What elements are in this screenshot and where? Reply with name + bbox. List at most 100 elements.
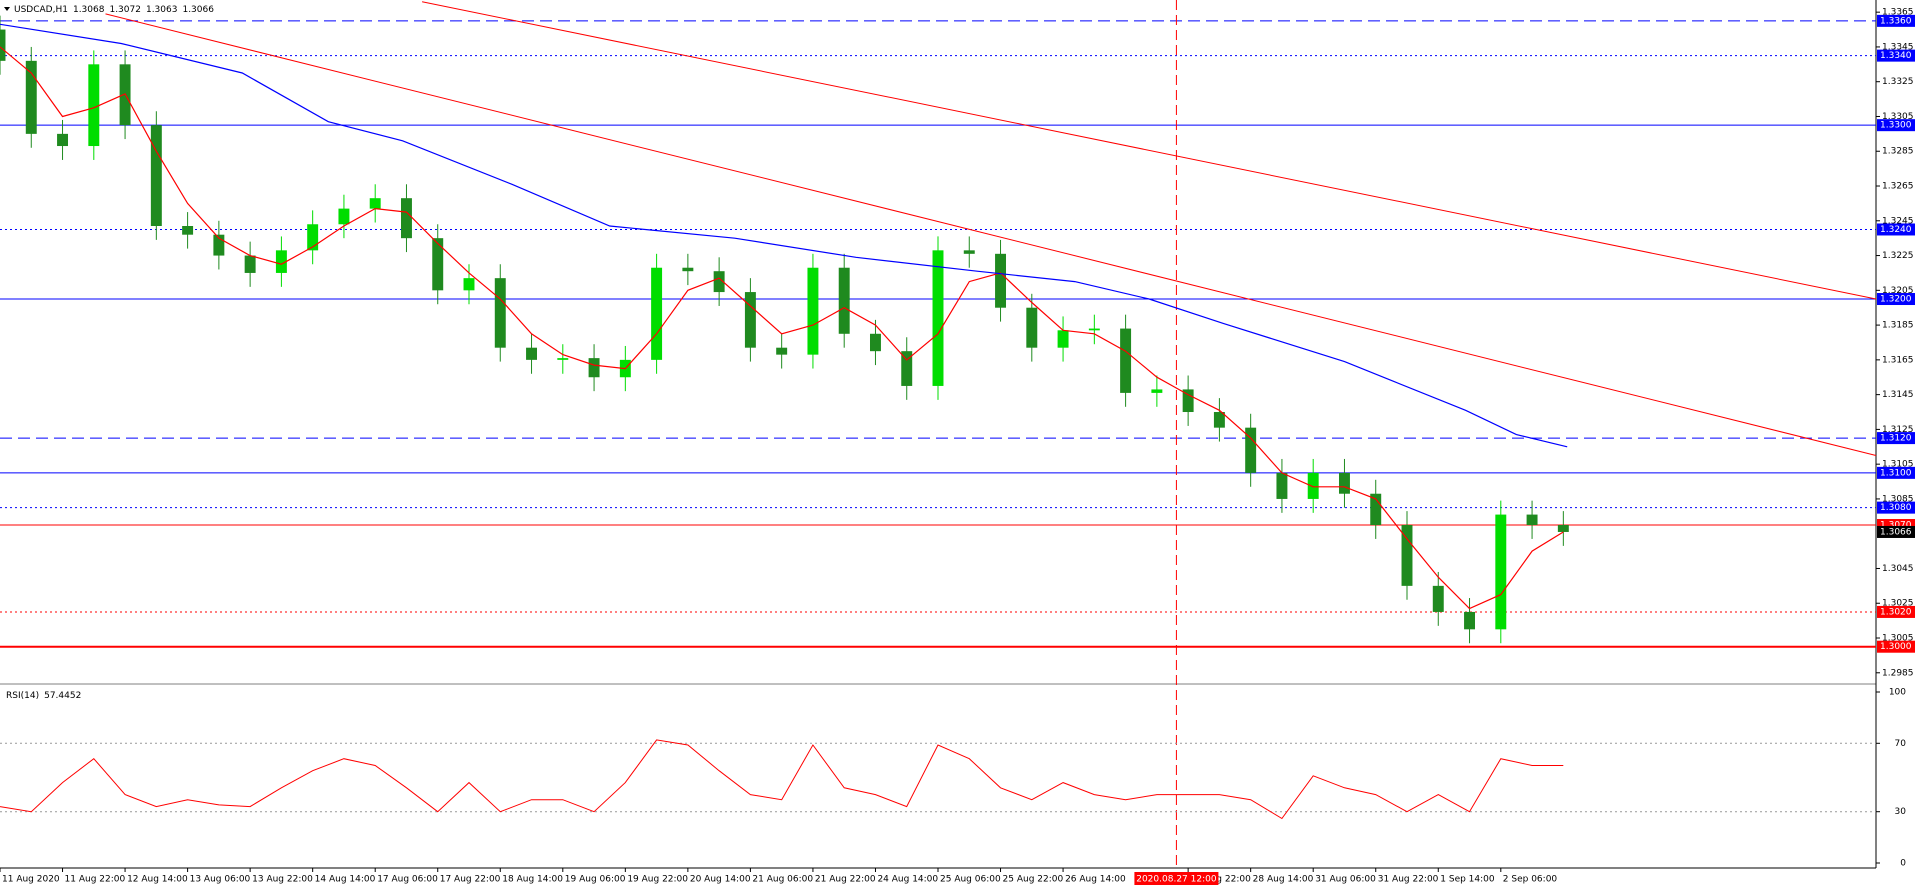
- candle-body: [1026, 307, 1038, 348]
- candle-body: [1088, 328, 1100, 331]
- y-tick-label: 1.3205: [1882, 286, 1914, 296]
- y-tick-label: 0: [1900, 859, 1906, 869]
- level-label: 1.3080: [1880, 503, 1912, 513]
- x-tick-label: 21 Aug 06:00: [752, 875, 813, 885]
- level-label: 1.3070: [1880, 521, 1912, 531]
- level-label: 1.3240: [1880, 225, 1912, 235]
- y-tick-label: 1.3365: [1882, 8, 1914, 18]
- y-tick-label: 1.3325: [1882, 77, 1914, 87]
- x-tick-label: 13 Aug 22:00: [252, 875, 313, 885]
- candle-body: [807, 267, 819, 355]
- y-tick-label: 1.3345: [1882, 42, 1914, 52]
- candle-body: [432, 238, 444, 291]
- current-price-box: [1877, 525, 1915, 538]
- candle-body: [25, 60, 37, 134]
- candle-body: [682, 267, 694, 272]
- candle-body: [1526, 514, 1538, 526]
- moving-average: [0, 46, 1564, 610]
- y-tick-label: 1.3245: [1882, 216, 1914, 226]
- candle-body: [182, 226, 194, 235]
- level-label-box: [1877, 466, 1915, 479]
- x-tick-label: 17 Aug 06:00: [377, 875, 438, 885]
- level-label: 1.3000: [1880, 642, 1912, 652]
- x-tick-label: 26 Aug 14:00: [1065, 875, 1126, 885]
- x-tick-label: 17 Aug 22:00: [440, 875, 501, 885]
- y-tick-label: 1.3305: [1882, 112, 1914, 122]
- y-tick-label: 1.3265: [1882, 182, 1914, 192]
- candle-body: [1276, 472, 1288, 499]
- candle-body: [0, 29, 6, 61]
- candle-body: [932, 250, 944, 386]
- y-tick-label: 1.3225: [1882, 251, 1914, 261]
- current-price-label: 1.3066: [1880, 527, 1912, 537]
- candle-body: [1557, 525, 1569, 532]
- level-label: 1.3340: [1880, 51, 1912, 61]
- header-value: 1.3066: [182, 5, 214, 15]
- trendline: [421, 1, 1877, 300]
- x-tick-label: 20 Aug 14:00: [690, 875, 751, 885]
- y-tick-label: 30: [1895, 807, 1907, 817]
- level-label-box: [1877, 640, 1915, 653]
- candle-body: [463, 278, 475, 291]
- level-label: 1.3200: [1880, 295, 1912, 305]
- candle-body: [150, 125, 162, 226]
- candle-body: [57, 133, 69, 147]
- x-tick-label: 11 Aug 22:00: [65, 875, 126, 885]
- indicator-value: 57.4452: [44, 691, 81, 701]
- crosshair-label-box: [1134, 872, 1219, 885]
- y-tick-label: 1.3125: [1882, 425, 1914, 435]
- candle-body: [88, 64, 100, 147]
- candle-body: [1245, 427, 1257, 473]
- x-tick-label: 14 Aug 14:00: [315, 875, 376, 885]
- level-label-box: [1877, 293, 1915, 306]
- y-tick-label: 1.3165: [1882, 355, 1914, 365]
- candle-body: [369, 198, 381, 209]
- indicator-name: RSI(14): [6, 691, 39, 701]
- x-tick-label: 19 Aug 06:00: [565, 875, 626, 885]
- y-tick-label: 1.3005: [1882, 634, 1914, 644]
- y-tick-label: 70: [1895, 739, 1907, 749]
- indicator-header: RSI(14) 57.4452: [6, 691, 81, 701]
- candle-body: [963, 250, 975, 254]
- y-tick-label: 1.2985: [1882, 668, 1914, 678]
- candle-body: [494, 278, 506, 348]
- candle-body: [244, 255, 256, 273]
- candle-body: [744, 292, 756, 348]
- x-tick-label: 12 Aug 14:00: [127, 875, 188, 885]
- level-label-box: [1877, 49, 1915, 62]
- header-value: 1.3063: [146, 5, 178, 15]
- crosshair-label: 2020.08.27 12:00: [1136, 875, 1217, 885]
- candle-body: [995, 253, 1007, 308]
- rsi-line: [0, 739, 1564, 820]
- candle-body: [307, 224, 319, 251]
- menu-triangle: [4, 7, 10, 11]
- y-tick-label: 1.3145: [1882, 390, 1914, 400]
- candle-body: [557, 358, 569, 360]
- y-tick-label: 1.3085: [1882, 494, 1914, 504]
- level-label: 1.3360: [1880, 16, 1912, 26]
- x-tick-label: 1 Sep 14:00: [1440, 875, 1495, 885]
- level-label-box: [1877, 432, 1915, 445]
- candle-body: [400, 198, 412, 239]
- candle-body: [213, 234, 225, 256]
- x-tick-label: 13 Aug 06:00: [190, 875, 251, 885]
- level-label: 1.3020: [1880, 607, 1912, 617]
- level-label: 1.3300: [1880, 121, 1912, 131]
- candle-body: [1401, 525, 1413, 586]
- y-tick-label: 100: [1889, 688, 1906, 698]
- level-label-box: [1877, 605, 1915, 618]
- y-tick-label: 1.3025: [1882, 599, 1914, 609]
- candle-body: [901, 351, 913, 386]
- candle-body: [838, 267, 850, 334]
- candle-body: [1370, 493, 1382, 526]
- x-tick-label: 2 Sep 06:00: [1503, 875, 1558, 885]
- x-tick-label: 19 Aug 22:00: [627, 875, 688, 885]
- candle-body: [1432, 585, 1444, 612]
- candle-body: [1182, 389, 1194, 413]
- x-tick-label: 28 Aug 14:00: [1253, 875, 1314, 885]
- x-tick-label: 31 Aug 06:00: [1315, 875, 1376, 885]
- x-tick-label: 21 Aug 22:00: [815, 875, 876, 885]
- candle-body: [275, 250, 287, 273]
- level-label-box: [1877, 501, 1915, 514]
